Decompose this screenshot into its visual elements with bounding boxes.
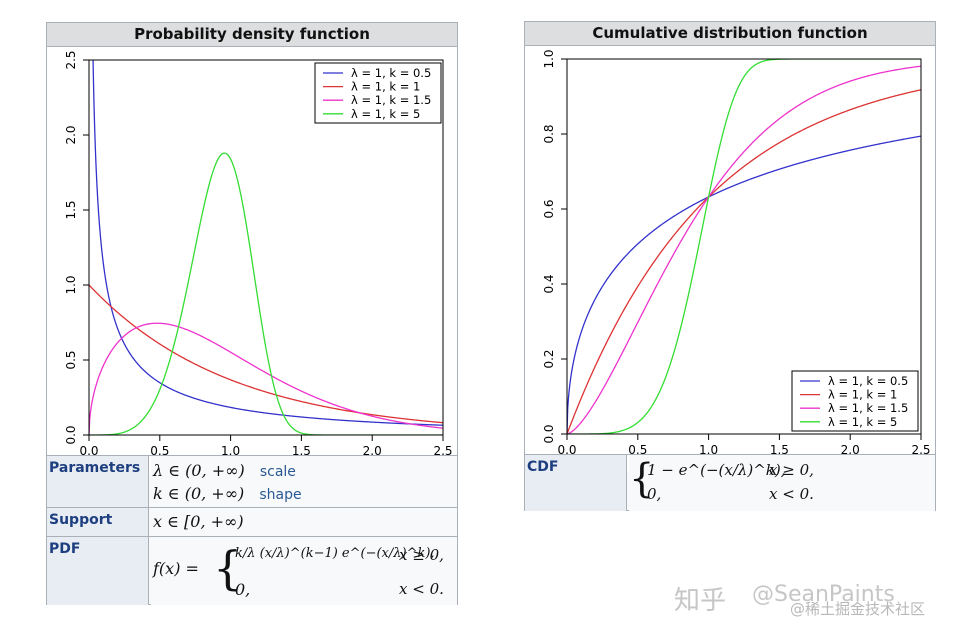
pdf-lhs: f(x) =	[153, 559, 199, 578]
y-tick-label-1: 0.5	[64, 350, 78, 369]
parameters-value: λ ∈ (0, +∞) scale k ∈ (0, +∞) shape	[151, 456, 457, 507]
y-tick-label-3: 0.6	[542, 199, 556, 218]
x-tick-label-4: 2.0	[841, 443, 860, 457]
legend-label-3: λ = 1, k = 5	[828, 415, 897, 429]
y-tick-label-1: 0.2	[542, 349, 556, 368]
support-formula: x ∈ [0, +∞)	[153, 512, 244, 531]
lambda-range: λ ∈ (0, +∞)	[153, 461, 245, 480]
cdf-plot-area: 0.0 0.5 1.0 1.5 2.0 2.5 0.0 0.2 0.4 0.6 0.8 1.0 λ = …	[525, 46, 935, 473]
support-row: Support x ∈ [0, +∞)	[47, 507, 457, 536]
x-tick-label-2: 1.0	[221, 444, 240, 458]
y-tick-label-0: 0.0	[542, 424, 556, 443]
pdf-formula: f(x) = { k/λ (x/λ)^(k−1) e^(−(x/λ)^k), x…	[151, 537, 457, 605]
cdf-brace: {	[629, 456, 655, 502]
x-tick-label-0: 0.0	[557, 443, 576, 457]
pdf-cond1: x ≥ 0,	[399, 546, 444, 564]
legend-label-3: λ = 1, k = 5	[351, 107, 420, 121]
cdf-row: CDF { 1 − e^(−(x/λ)^k), x ≥ 0, 0, x < 0.	[525, 454, 935, 511]
series-line-0	[567, 135, 921, 434]
x-tick-label-5: 2.5	[911, 443, 930, 457]
cdf-case2: 0,	[647, 485, 662, 503]
legend-label-1: λ = 1, k = 1	[828, 388, 897, 402]
support-label: Support	[47, 508, 149, 536]
cdf-chart-title: Cumulative distribution function	[525, 22, 935, 46]
y-tick-label-3: 1.5	[64, 200, 78, 219]
y-tick-label-5: 1.0	[542, 49, 556, 68]
series-line-3	[89, 152, 443, 435]
legend-label-0: λ = 1, k = 0.5	[828, 374, 908, 388]
handle-watermark: @SeanPaints	[752, 582, 895, 607]
pdf-panel: Probability density function 0.0 0.5 1.0 1.…	[46, 22, 458, 605]
x-tick-label-3: 1.5	[770, 443, 789, 457]
y-tick-label-4: 2.0	[64, 125, 78, 144]
legend-label-2: λ = 1, k = 1.5	[351, 93, 431, 107]
pdf-cond2: x < 0.	[399, 580, 444, 598]
y-tick-label-0: 0.0	[64, 425, 78, 444]
juejin-watermark: @稀土掘金技术社区	[790, 600, 926, 618]
zhihu-watermark: 知乎	[674, 586, 727, 616]
series-line-1	[567, 89, 921, 434]
legend-label-1: λ = 1, k = 1	[351, 80, 420, 94]
support-value: x ∈ [0, +∞)	[151, 508, 457, 536]
cdf-chart: 0.0 0.5 1.0 1.5 2.0 2.5 0.0 0.2 0.4 0.6 0.8 1.0 λ = …	[542, 49, 931, 457]
cdf-cond2: x < 0.	[769, 485, 814, 503]
pdf-row: PDF f(x) = { k/λ (x/λ)^(k−1) e^(−(x/λ)^k…	[47, 536, 457, 605]
y-tick-label-4: 0.8	[542, 124, 556, 143]
pdf-chart-title: Probability density function	[47, 23, 457, 47]
y-tick-label-5: 2.5	[64, 50, 78, 69]
pdf-case2: 0,	[235, 580, 251, 599]
pdf-label: PDF	[47, 537, 149, 605]
cdf-panel: Cumulative distribution function 0.0 0.5 1…	[524, 21, 936, 511]
x-tick-label-1: 0.5	[150, 444, 169, 458]
cdf-label: CDF	[525, 455, 627, 511]
parameters-label: Parameters	[47, 456, 149, 507]
plot-frame	[566, 58, 922, 435]
series-line-2	[567, 65, 921, 434]
x-tick-label-1: 0.5	[628, 443, 647, 457]
series-line-2	[89, 322, 443, 435]
cdf-cond1: x ≥ 0,	[769, 461, 814, 479]
pdf-brace: {	[213, 541, 243, 595]
y-tick-label-2: 0.4	[542, 274, 556, 293]
x-tick-label-2: 1.0	[699, 443, 718, 457]
x-tick-label-0: 0.0	[79, 444, 98, 458]
x-tick-label-3: 1.5	[292, 444, 311, 458]
parameters-row: Parameters λ ∈ (0, +∞) scale k ∈ (0, +∞)…	[47, 455, 457, 507]
y-tick-label-2: 1.0	[64, 275, 78, 294]
legend-label-2: λ = 1, k = 1.5	[828, 401, 908, 415]
pdf-plot-area: 0.0 0.5 1.0 1.5 2.0 2.5 0.0 0.5 1.0 1.5 2.0 2.5 λ = …	[47, 47, 457, 474]
x-tick-label-4: 2.0	[363, 444, 382, 458]
x-tick-label-5: 2.5	[433, 444, 452, 458]
lambda-note: scale	[259, 464, 296, 480]
plot-frame	[88, 59, 444, 436]
pdf-case1: k/λ (x/λ)^(k−1) e^(−(x/λ)^k),	[235, 546, 435, 561]
series-line-1	[89, 284, 443, 424]
series-line-0	[92, 60, 443, 426]
cdf-formula: { 1 − e^(−(x/λ)^k), x ≥ 0, 0, x < 0.	[629, 455, 935, 511]
pdf-chart: 0.0 0.5 1.0 1.5 2.0 2.5 0.0 0.5 1.0 1.5 2.0 2.5 λ = …	[64, 50, 453, 458]
legend-label-0: λ = 1, k = 0.5	[351, 66, 431, 80]
series-line-3	[567, 59, 921, 434]
k-note: shape	[259, 487, 302, 503]
k-range: k ∈ (0, +∞)	[153, 484, 245, 503]
cdf-case1: 1 − e^(−(x/λ)^k),	[647, 461, 786, 479]
